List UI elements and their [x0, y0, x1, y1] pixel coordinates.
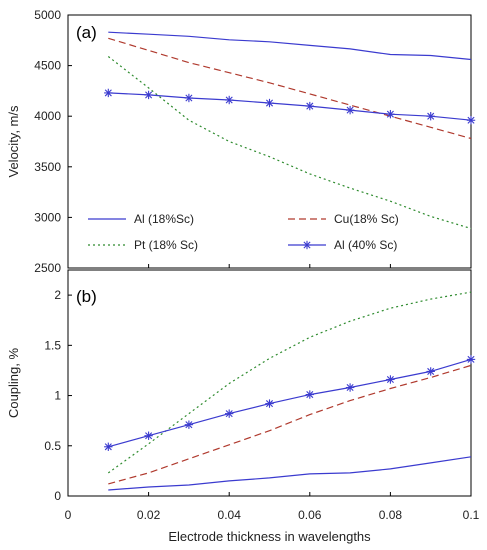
coupling-series [104, 291, 476, 491]
velocity-y-tick-label: 3500 [34, 160, 61, 174]
coupling-line-1 [108, 364, 472, 485]
legend-label-3: Al (40% Sc) [334, 238, 397, 252]
velocity-point [265, 98, 274, 108]
coupling-y-tick-label: 0.5 [44, 439, 61, 453]
velocity-panel-label: (a) [76, 23, 97, 42]
coupling-line-0 [108, 456, 472, 491]
velocity-y-tick-label: 4500 [34, 59, 61, 73]
coupling-y-tick-label: 1 [54, 389, 61, 403]
velocity-point [305, 101, 314, 111]
coupling-point [184, 420, 194, 429]
velocity-point [426, 112, 435, 121]
x-tick-label: 0.04 [218, 508, 242, 522]
x-tick-label: 0.1 [463, 508, 480, 522]
velocity-y-axis: 2500 3000 3500 4000 4500 5000 [34, 8, 72, 275]
coupling-plot-frame [67, 269, 472, 497]
coupling-y-tick-label: 0 [54, 489, 61, 503]
coupling-point [144, 431, 153, 440]
coupling-point [305, 390, 314, 399]
velocity-point [225, 95, 234, 105]
coupling-point [426, 367, 435, 376]
coupling-point [104, 442, 113, 451]
coupling-y-axis-label: Coupling, % [6, 348, 21, 419]
x-tick-label: 0.06 [298, 508, 322, 522]
coupling-panel-label: (b) [76, 287, 97, 306]
velocity-y-tick-label: 5000 [34, 8, 61, 22]
velocity-panel: 2500 3000 3500 4000 4500 5000 (a) Velocity, m… [6, 8, 476, 275]
coupling-line-3 [108, 358, 472, 448]
x-tick-label: 0 [65, 508, 72, 522]
velocity-point [386, 109, 395, 119]
velocity-line-2 [107, 56, 472, 230]
legend-marker [302, 240, 312, 250]
coupling-point [265, 399, 274, 408]
coupling-y-axis: 0 0.5 1 1.5 2 [44, 288, 72, 503]
legend-label-1: Cu(18% Sc) [334, 212, 399, 226]
coupling-point [225, 409, 234, 418]
legend-label-2: Pt (18% Sc) [134, 238, 198, 252]
coupling-point [345, 383, 355, 392]
velocity-line-3 [108, 92, 472, 121]
coupling-point [466, 355, 476, 364]
velocity-plot-frame [67, 14, 472, 269]
velocity-x-axis-ticks [67, 264, 472, 268]
coupling-line-2 [107, 291, 472, 474]
legend: Al (18%Sc) Cu(18% Sc) Pt (18% Sc) Al (40% S… [88, 212, 399, 252]
coupling-point [386, 375, 395, 384]
velocity-line-0 [108, 31, 472, 61]
coupling-y-tick-label: 2 [54, 288, 61, 302]
velocity-point [184, 93, 194, 103]
velocity-point [466, 116, 476, 125]
velocity-point [104, 88, 113, 98]
coupling-x-axis: 0 0.02 0.04 0.06 0.08 0.1 [65, 492, 480, 522]
velocity-series [104, 31, 476, 230]
velocity-line-1 [108, 37, 472, 140]
coupling-y-tick-label: 1.5 [44, 338, 61, 352]
velocity-point [345, 105, 355, 115]
x-axis-label: Electrode thickness in wavelengths [168, 529, 371, 544]
x-tick-label: 0.08 [379, 508, 403, 522]
coupling-panel: 0 0.5 1 1.5 2 0 0.02 0.04 0.06 0.08 0.1 (b) Coupl… [6, 269, 480, 522]
velocity-y-tick-label: 2500 [34, 261, 61, 275]
velocity-point [144, 90, 153, 100]
legend-label-0: Al (18%Sc) [134, 212, 194, 226]
velocity-y-tick-label: 3000 [34, 210, 61, 224]
velocity-y-tick-label: 4000 [34, 109, 61, 123]
velocity-y-axis-label: Velocity, m/s [6, 105, 21, 178]
x-tick-label: 0.02 [137, 508, 161, 522]
